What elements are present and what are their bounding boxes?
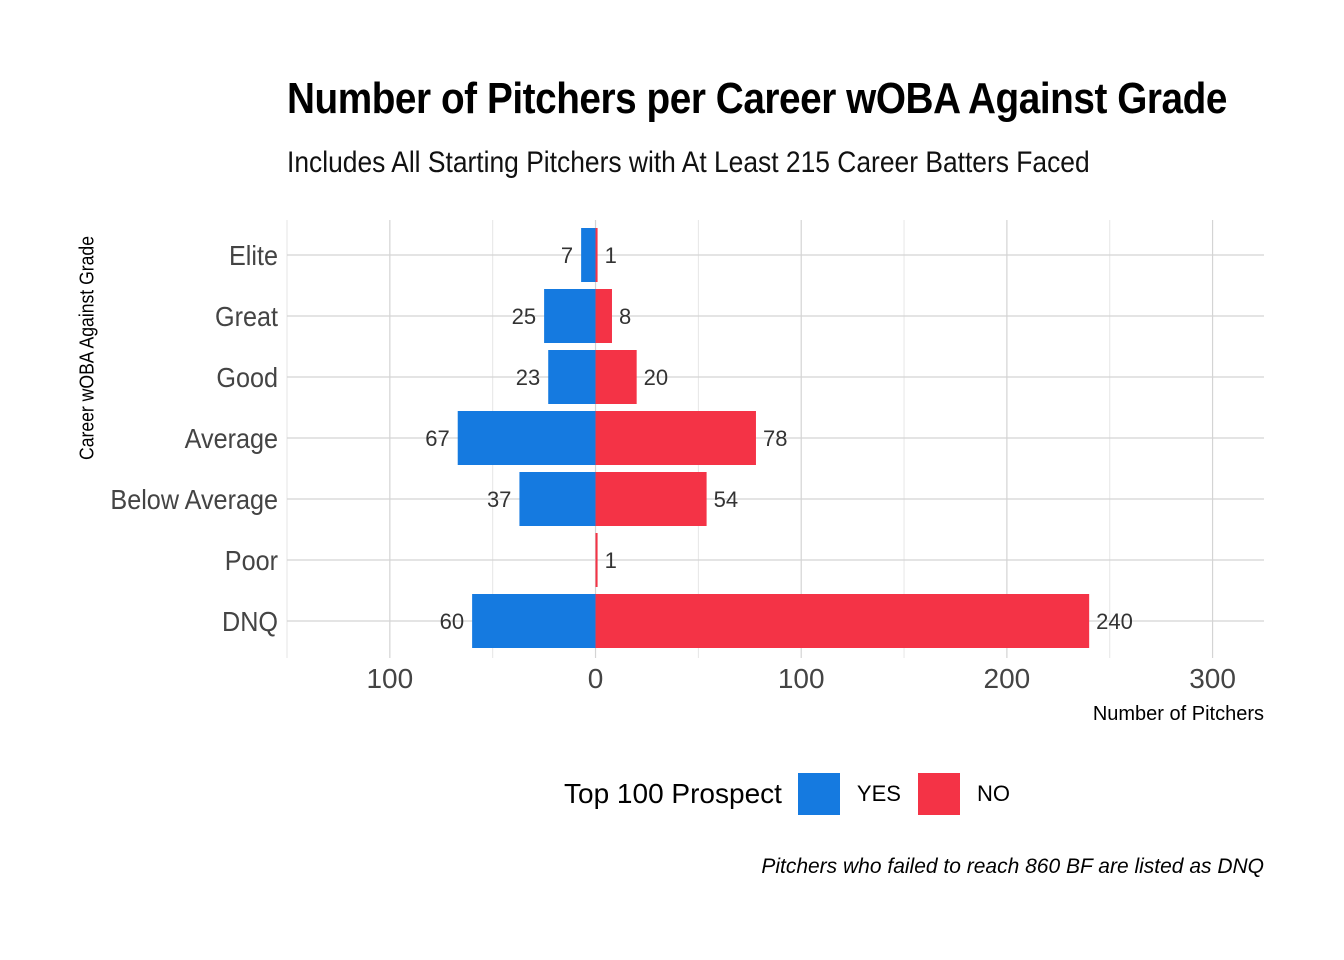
x-tick-label: 200 xyxy=(984,663,1031,694)
bar-no-great xyxy=(595,289,612,343)
data-label-yes: 7 xyxy=(561,243,573,268)
data-label-no: 240 xyxy=(1096,609,1133,634)
y-tick-label: Elite xyxy=(229,240,278,272)
data-label-no: 54 xyxy=(714,487,738,512)
legend: Top 100 Prospect YES NO xyxy=(564,772,1027,816)
bar-yes-great xyxy=(544,289,596,343)
x-tick-label: 300 xyxy=(1189,663,1236,694)
data-label-yes: 23 xyxy=(516,365,540,390)
y-tick-label: Poor xyxy=(225,545,278,577)
legend-label-yes: YES xyxy=(856,781,901,806)
data-label-yes: 60 xyxy=(440,609,464,634)
data-label-yes: 37 xyxy=(487,487,511,512)
y-tick-label: Below Average xyxy=(110,484,278,516)
legend-key-no xyxy=(917,773,960,815)
legend-key-yes xyxy=(797,773,840,815)
bar-no-poor xyxy=(595,533,598,587)
bar-yes-dnq xyxy=(472,594,596,648)
bar-yes-good xyxy=(548,350,596,404)
data-label-no: 78 xyxy=(763,426,787,451)
data-label-yes: 67 xyxy=(425,426,449,451)
data-label-no: 1 xyxy=(605,243,617,268)
x-tick-label: 0 xyxy=(588,663,604,694)
x-tick-label: 100 xyxy=(366,663,413,694)
bar-no-below-average xyxy=(595,472,707,526)
bar-no-average xyxy=(595,411,756,465)
data-label-no: 8 xyxy=(619,304,631,329)
y-tick-label: Great xyxy=(215,301,279,333)
chart-title: Number of Pitchers per Career wOBA Again… xyxy=(287,74,1227,123)
y-tick-label: Average xyxy=(185,423,278,455)
legend-label-no: NO xyxy=(976,781,1010,806)
data-label-no: 20 xyxy=(644,365,668,390)
chart-subtitle: Includes All Starting Pitchers with At L… xyxy=(287,146,1090,179)
data-label-no: 1 xyxy=(605,548,617,573)
x-tick-label: 100 xyxy=(778,663,825,694)
bar-yes-average xyxy=(457,411,596,465)
legend-title: Top 100 Prospect xyxy=(564,778,782,809)
bar-yes-below-average xyxy=(519,472,596,526)
y-tick-label: Good xyxy=(216,362,278,394)
x-axis-label: Number of Pitchers xyxy=(1093,703,1264,725)
bar-yes-elite xyxy=(581,228,596,282)
bar-no-elite xyxy=(595,228,598,282)
bar-no-good xyxy=(595,350,637,404)
bar-no-dnq xyxy=(595,594,1090,648)
y-tick-label: DNQ xyxy=(222,606,278,638)
chart-caption: Pitchers who failed to reach 860 BF are … xyxy=(761,855,1264,878)
data-label-yes: 25 xyxy=(512,304,536,329)
